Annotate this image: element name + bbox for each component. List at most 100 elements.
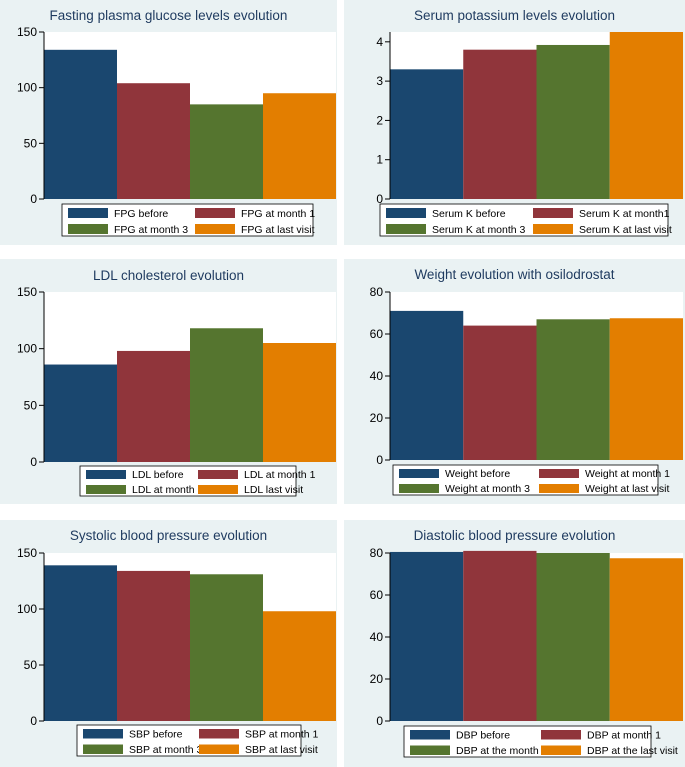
legend-swatch-4 — [199, 744, 239, 754]
legend-swatch-1 — [68, 208, 108, 218]
y-tick-label: 100 — [17, 602, 37, 616]
legend-swatch-2 — [533, 208, 573, 218]
y-tick-label: 100 — [17, 342, 37, 356]
chart-title: Serum potassium levels evolution — [414, 8, 615, 23]
bar-1 — [390, 551, 464, 721]
legend-label-1: LDL before — [132, 469, 184, 481]
bar-3 — [536, 44, 610, 200]
y-tick-label: 50 — [24, 658, 38, 672]
panel-serum-k: Serum potassium levels evolution 0 1 2 3 4 Ser… — [344, 0, 685, 245]
legend-swatch-3 — [399, 484, 439, 493]
legend-swatch-2 — [541, 730, 581, 740]
legend-label-1: FPG before — [114, 208, 168, 220]
legend-label-4: Weight at last visit — [585, 483, 670, 495]
panel-fpg: Fasting plasma glucose levels evolution 0… — [0, 0, 337, 245]
bar-4 — [263, 343, 336, 462]
bar-4 — [263, 611, 336, 721]
bar-4 — [263, 93, 336, 199]
y-tick-label: 150 — [17, 546, 37, 560]
bar-1 — [44, 364, 117, 462]
legend-label-2: FPG at month 1 — [241, 208, 315, 220]
legend-label-2: Serum K at month1 — [579, 208, 670, 220]
y-tick-label: 50 — [24, 398, 38, 412]
legend-label-3: FPG at month 3 — [114, 224, 188, 236]
bar-4 — [609, 32, 683, 199]
legend-label-2: SBP at month 1 — [245, 729, 319, 741]
bar-3 — [190, 104, 263, 199]
legend-swatch-2 — [198, 470, 238, 479]
y-tick-label: 50 — [24, 136, 38, 150]
legend-label-3: Weight at month 3 — [445, 483, 530, 495]
legend-label-3: DBP at the month 3 — [456, 745, 548, 757]
chart-svg: Serum potassium levels evolution 0 1 2 3 4 Ser… — [376, 8, 683, 237]
y-tick-label: 20 — [370, 672, 384, 686]
bar-1 — [44, 49, 117, 200]
chart-title: Systolic blood pressure evolution — [70, 528, 267, 543]
panel-sbp: Systolic blood pressure evolution 0 50 100 1… — [0, 520, 337, 767]
legend-box — [379, 203, 669, 237]
chart-svg: Systolic blood pressure evolution 0 50 100 1… — [17, 528, 336, 757]
legend-label-3: Serum K at month 3 — [432, 224, 526, 236]
legend-swatch-3 — [410, 745, 450, 755]
legend-swatch-1 — [410, 730, 450, 740]
legend-label-3: LDL at month 3 — [132, 484, 204, 496]
bar-2 — [117, 350, 190, 462]
y-tick-label: 0 — [376, 714, 383, 728]
legend-label-2: DBP at month 1 — [587, 730, 661, 742]
y-tick-label: 2 — [376, 113, 383, 127]
bar-2 — [463, 325, 537, 460]
y-tick-label: 0 — [30, 455, 37, 469]
y-tick-label: 0 — [30, 714, 37, 728]
legend-label-1: SBP before — [129, 729, 183, 741]
bar-1 — [44, 565, 117, 721]
legend-label-1: Serum K before — [432, 208, 506, 220]
bar-2 — [117, 83, 190, 199]
legend-label-4: FPG at last visit — [241, 224, 315, 236]
legend-swatch-1 — [83, 729, 123, 739]
y-tick-label: 60 — [370, 588, 384, 602]
legend-swatch-1 — [386, 208, 426, 218]
bar-3 — [190, 328, 263, 462]
legend-label-1: DBP before — [456, 730, 510, 742]
legend-swatch-1 — [399, 469, 439, 478]
bar-4 — [609, 318, 683, 460]
legend-swatch-3 — [86, 485, 126, 494]
legend-swatch-3 — [386, 224, 426, 234]
legend-label-3: SBP at month 3 — [129, 744, 203, 756]
y-tick-label: 0 — [376, 192, 383, 206]
legend-swatch-3 — [83, 744, 123, 754]
y-tick-label: 20 — [370, 411, 384, 425]
bar-3 — [190, 574, 263, 721]
panel-weight: Weight evolution with osilodrostat 0 20 40 6… — [344, 259, 685, 504]
y-tick-label: 3 — [376, 74, 383, 88]
bar-4 — [609, 558, 683, 721]
panel-ldl: LDL cholesterol evolution 0 50 100 150 LDL be… — [0, 259, 337, 504]
bar-1 — [390, 69, 464, 200]
legend-swatch-2 — [539, 469, 579, 478]
legend-swatch-4 — [195, 224, 235, 234]
legend-swatch-3 — [68, 224, 108, 234]
panel-dbp: Diastolic blood pressure evolution 0 20 40 6… — [344, 520, 685, 767]
y-tick-label: 4 — [376, 35, 383, 49]
chart-title: Diastolic blood pressure evolution — [414, 528, 616, 543]
bar-2 — [463, 49, 537, 199]
chart-svg: LDL cholesterol evolution 0 50 100 150 LDL be… — [17, 268, 336, 497]
bar-3 — [536, 553, 610, 721]
legend-swatch-4 — [533, 224, 573, 234]
chart-title: Weight evolution with osilodrostat — [414, 267, 614, 282]
bar-2 — [463, 550, 537, 721]
legend-swatch-4 — [198, 485, 238, 494]
chart-title: LDL cholesterol evolution — [93, 268, 244, 283]
chart-svg: Diastolic blood pressure evolution 0 20 40 6… — [370, 528, 683, 758]
bar-3 — [536, 319, 610, 460]
legend-swatch-2 — [195, 208, 235, 218]
y-tick-label: 40 — [370, 369, 384, 383]
legend-label-4: Serum K at last visit — [579, 224, 672, 236]
legend-label-2: LDL at month 1 — [244, 469, 316, 481]
legend-label-4: LDL last visit — [244, 484, 303, 496]
legend-label-1: Weight before — [445, 468, 510, 480]
y-tick-label: 1 — [376, 153, 383, 167]
legend-swatch-4 — [539, 484, 579, 493]
y-tick-label: 80 — [370, 546, 384, 560]
legend-swatch-1 — [86, 470, 126, 479]
